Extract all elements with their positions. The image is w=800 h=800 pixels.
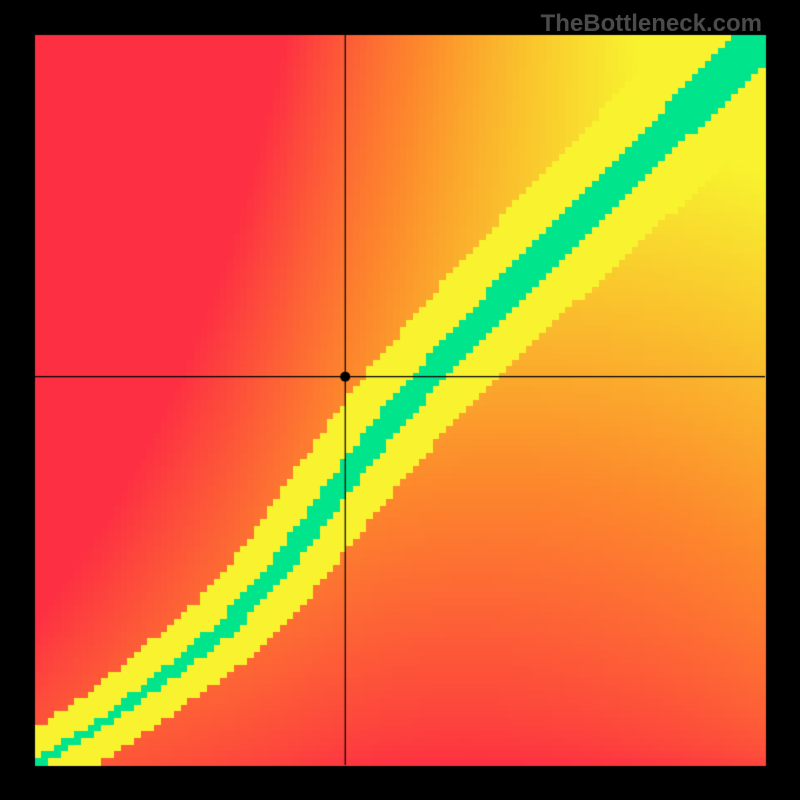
bottleneck-heatmap [0,0,800,800]
chart-container: TheBottleneck.com [0,0,800,800]
watermark-text: TheBottleneck.com [541,10,762,38]
